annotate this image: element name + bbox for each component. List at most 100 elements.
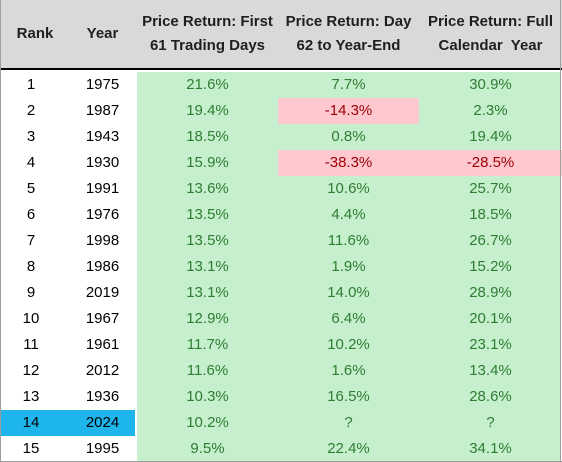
year-cell: 1987 (85, 102, 120, 119)
full-year-cell: 18.5% (469, 206, 512, 223)
full-year-cell: 34.1% (469, 440, 512, 457)
day-62-to-year-end-cell: 14.0% (327, 284, 370, 301)
table-row: 3 1943 18.5% 0.8% 19.4% (0, 124, 562, 150)
day-62-to-year-end-cell: 7.7% (331, 76, 366, 93)
year-cell: 1961 (85, 336, 120, 353)
rank-cell: 13 (22, 388, 40, 405)
year-cell: 1995 (85, 440, 120, 457)
header-first-61-days: Price Return: First 61 Trading Days (142, 13, 273, 54)
full-year-cell: 28.6% (469, 388, 512, 405)
table-row: 8 1986 13.1% 1.9% 15.2% (0, 254, 562, 280)
rank-cell: 4 (26, 154, 36, 171)
table-row: 7 1998 13.5% 11.6% 26.7% (0, 228, 562, 254)
year-cell: 1936 (85, 388, 120, 405)
full-year-cell: 30.9% (469, 76, 512, 93)
table-right-border (560, 0, 561, 462)
first-61-days-cell: 13.1% (186, 284, 229, 301)
table-row: 1 1975 21.6% 7.7% 30.9% (0, 72, 562, 98)
day-62-to-year-end-cell: 11.6% (327, 232, 370, 249)
rank-cell: 10 (22, 310, 40, 327)
rank-cell: 5 (26, 180, 36, 197)
day-62-to-year-end-cell: 10.6% (327, 180, 370, 197)
day-62-to-year-end-cell: ? (344, 414, 353, 431)
day-62-to-year-end-cell: 22.4% (327, 440, 370, 457)
rank-cell: 12 (22, 362, 40, 379)
rank-cell: 7 (26, 232, 36, 249)
first-61-days-cell: 10.2% (186, 414, 229, 431)
first-61-days-cell: 18.5% (186, 128, 229, 145)
year-cell: 1991 (85, 180, 120, 197)
year-cell: 1967 (85, 310, 120, 327)
full-year-cell: 23.1% (469, 336, 512, 353)
first-61-days-cell: 19.4% (186, 102, 229, 119)
first-61-days-cell: 13.1% (186, 258, 229, 275)
first-61-days-cell: 13.6% (186, 180, 229, 197)
table-row: 6 1976 13.5% 4.4% 18.5% (0, 202, 562, 228)
header-rank: Rank (16, 25, 54, 42)
first-61-days-cell: 13.5% (186, 206, 229, 223)
rank-cell: 9 (26, 284, 36, 301)
first-61-days-cell: 21.6% (186, 76, 229, 93)
first-61-days-cell: 15.9% (186, 154, 229, 171)
day-62-to-year-end-cell: 10.2% (327, 336, 370, 353)
year-cell: 1930 (85, 154, 120, 171)
year-cell: 1998 (85, 232, 120, 249)
table-row: 4 1930 15.9% -38.3% -28.5% (0, 150, 562, 176)
rank-cell: 8 (26, 258, 36, 275)
first-61-days-cell: 12.9% (186, 310, 229, 327)
day-62-to-year-end-cell: 0.8% (331, 128, 366, 145)
year-cell: 2012 (85, 362, 120, 379)
rank-cell: 15 (22, 440, 40, 457)
year-cell: 1943 (85, 128, 120, 145)
rank-cell: 6 (26, 206, 36, 223)
first-61-days-cell: 11.7% (186, 336, 229, 353)
table-row: 12 2012 11.6% 1.6% 13.4% (0, 358, 562, 384)
day-62-to-year-end-cell: 4.4% (331, 206, 366, 223)
full-year-cell: 13.4% (469, 362, 512, 379)
year-cell: 1976 (85, 206, 120, 223)
day-62-to-year-end-cell: 1.9% (331, 258, 366, 275)
year-cell: 1986 (85, 258, 120, 275)
table-header: Rank Year Price Return: First 61 Trading… (0, 0, 562, 70)
full-year-cell: 19.4% (469, 128, 512, 145)
table-row: 5 1991 13.6% 10.6% 25.7% (0, 176, 562, 202)
header-full-calendar-year: Price Return: Full Calendar Year (427, 13, 554, 54)
day-62-to-year-end-cell: 1.6% (331, 362, 366, 379)
day-62-to-year-end-cell: -38.3% (278, 150, 419, 176)
header-day-62-to-year-end: Price Return: Day 62 to Year-End (285, 13, 412, 54)
day-62-to-year-end-cell: 6.4% (331, 310, 366, 327)
table-row: 9 2019 13.1% 14.0% 28.9% (0, 280, 562, 306)
header-year: Year (86, 25, 119, 42)
first-61-days-cell: 13.5% (186, 232, 229, 249)
table-row: 13 1936 10.3% 16.5% 28.6% (0, 384, 562, 410)
year-cell: 2019 (85, 284, 120, 301)
rank-cell: 1 (26, 76, 36, 93)
rank-cell: 14 (0, 410, 70, 436)
table-row: 14 2024 10.2%?? (0, 410, 562, 436)
rank-cell: 3 (26, 128, 36, 145)
rank-cell: 2 (26, 102, 36, 119)
year-cell: 1975 (85, 76, 120, 93)
table-row: 15 1995 9.5% 22.4% 34.1% (0, 436, 562, 462)
full-year-cell: 26.7% (469, 232, 512, 249)
rank-cell: 11 (23, 336, 39, 353)
full-year-cell: ? (486, 414, 495, 431)
year-cell: 2024 (70, 410, 135, 436)
day-62-to-year-end-cell: 16.5% (327, 388, 370, 405)
table-row: 2 1987 19.4% -14.3% 2.3% (0, 98, 562, 124)
first-61-days-cell: 9.5% (190, 440, 225, 457)
first-61-days-cell: 11.6% (186, 362, 229, 379)
full-year-cell: 15.2% (469, 258, 512, 275)
table-row: 10 1967 12.9% 6.4% 20.1% (0, 306, 562, 332)
first-61-days-cell: 10.3% (186, 388, 229, 405)
full-year-cell: 25.7% (469, 180, 512, 197)
table-row: 11 1961 11.7% 10.2% 23.1% (0, 332, 562, 358)
full-year-cell: 28.9% (469, 284, 512, 301)
full-year-cell: 2.3% (473, 102, 508, 119)
day-62-to-year-end-cell: -14.3% (278, 98, 419, 124)
full-year-cell: 20.1% (469, 310, 512, 327)
full-year-cell: -28.5% (419, 150, 562, 176)
table-left-border (0, 0, 1, 462)
positive-fill-area (137, 72, 560, 462)
